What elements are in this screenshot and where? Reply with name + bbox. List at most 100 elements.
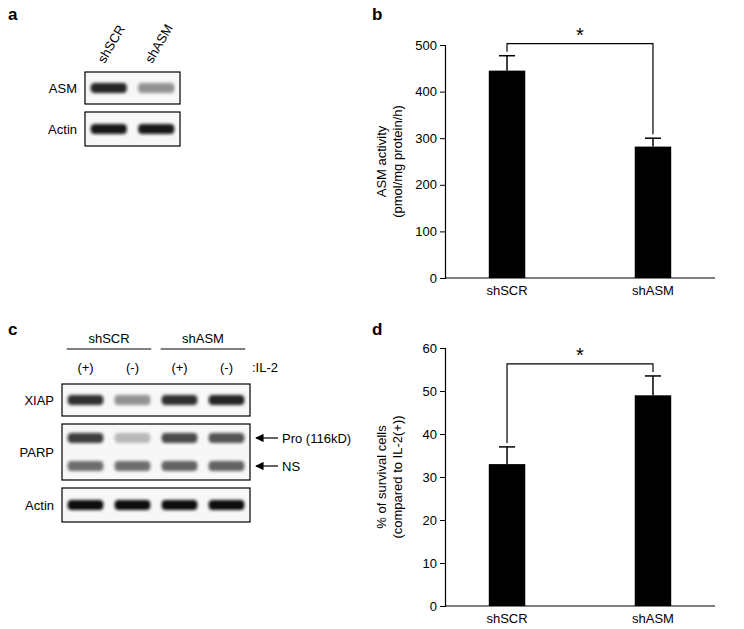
significance-bracket bbox=[507, 364, 653, 443]
y-tick-mark bbox=[440, 138, 445, 139]
y-tick: 0 bbox=[430, 599, 445, 614]
y-tick-label: 50 bbox=[423, 384, 437, 399]
lane-group-underline bbox=[161, 349, 246, 350]
band bbox=[138, 83, 174, 93]
x-tick: shSCR bbox=[486, 606, 527, 626]
y-tick: 20 bbox=[423, 513, 445, 528]
error-bar-stem bbox=[652, 376, 654, 395]
y-tick-mark bbox=[440, 185, 445, 186]
lane-group-label: shASM bbox=[182, 331, 224, 346]
blot-frame bbox=[62, 384, 250, 416]
blot-frame bbox=[85, 72, 180, 104]
row-label: ASM bbox=[49, 81, 77, 96]
significance-label: * bbox=[576, 24, 584, 46]
error-bar bbox=[499, 447, 515, 464]
y-tick-mark bbox=[440, 434, 445, 435]
x-tick: shASM bbox=[632, 278, 674, 298]
blot-frame bbox=[85, 112, 180, 146]
band bbox=[68, 461, 104, 471]
y-tick-label: 500 bbox=[415, 38, 437, 53]
blot-bands bbox=[68, 500, 245, 510]
y-tick-mark bbox=[440, 45, 445, 46]
y-tick: 0 bbox=[430, 271, 445, 286]
x-axis-line bbox=[445, 277, 715, 278]
band bbox=[115, 461, 151, 471]
error-bar-cap bbox=[645, 375, 661, 377]
lane-label: shSCR bbox=[94, 22, 128, 65]
y-axis: 0 100 200 300 400 500 bbox=[415, 38, 445, 286]
y-axis-title: ASM activity bbox=[374, 125, 389, 197]
bar bbox=[489, 464, 525, 606]
y-tick-label: 100 bbox=[415, 224, 437, 239]
y-tick: 30 bbox=[423, 470, 445, 485]
y-tick-mark bbox=[440, 520, 445, 521]
y-axis-title: (pmol/mg protein/h) bbox=[390, 105, 405, 218]
error-bar-cap bbox=[499, 55, 515, 57]
band bbox=[138, 124, 174, 134]
y-tick-label: 20 bbox=[423, 513, 437, 528]
band bbox=[68, 395, 104, 405]
x-tick-label: shSCR bbox=[486, 611, 527, 626]
y-tick-mark bbox=[440, 606, 445, 607]
y-tick-mark bbox=[440, 278, 445, 279]
x-tick: shASM bbox=[632, 606, 674, 626]
y-axis-title: (compared to IL-2(+)) bbox=[390, 415, 405, 538]
bar bbox=[635, 395, 671, 606]
y-axis-line bbox=[440, 349, 446, 607]
bar bbox=[489, 71, 525, 278]
lane-label: (-) bbox=[126, 360, 139, 375]
error-bar-cap bbox=[645, 137, 661, 139]
band-label: Pro (116kD) bbox=[282, 431, 351, 446]
y-axis-line bbox=[440, 46, 446, 279]
blot-frame bbox=[62, 488, 250, 522]
row-label: PARP bbox=[20, 445, 54, 460]
band bbox=[209, 461, 245, 471]
y-axis: 0 10 20 30 40 50 60 bbox=[423, 341, 446, 614]
significance-bracket bbox=[507, 44, 653, 134]
plot-area bbox=[489, 376, 671, 606]
panel-label: a bbox=[8, 5, 18, 24]
significance-label: * bbox=[576, 344, 584, 366]
x-axis-line bbox=[445, 605, 715, 606]
band bbox=[91, 83, 127, 93]
y-tick-mark bbox=[440, 391, 445, 392]
x-axis: shSCR shASM bbox=[445, 606, 715, 626]
band bbox=[68, 500, 104, 510]
blot-bands bbox=[91, 83, 175, 93]
band bbox=[115, 500, 151, 510]
band bbox=[209, 500, 245, 510]
blot-bands bbox=[91, 124, 175, 134]
y-tick: 40 bbox=[423, 427, 445, 442]
error-bar bbox=[645, 138, 661, 146]
y-tick: 400 bbox=[415, 84, 445, 99]
error-bar-stem bbox=[506, 56, 508, 71]
plot-area bbox=[489, 56, 671, 278]
lane-label: (+) bbox=[171, 360, 187, 375]
band bbox=[91, 124, 127, 134]
row-label: Actin bbox=[48, 122, 77, 137]
y-tick: 200 bbox=[415, 177, 445, 192]
y-tick: 500 bbox=[415, 38, 445, 53]
band bbox=[162, 461, 198, 471]
y-tick: 50 bbox=[423, 384, 445, 399]
y-tick: 100 bbox=[415, 224, 445, 239]
figure: ashSCRshASMASMActinb0100200300400500shSC… bbox=[0, 0, 744, 629]
y-tick: 10 bbox=[423, 556, 445, 571]
y-tick-label: 0 bbox=[430, 599, 437, 614]
lane-axis-label: :IL-2 bbox=[252, 360, 278, 375]
y-tick-mark bbox=[440, 563, 445, 564]
y-tick: 60 bbox=[423, 341, 445, 356]
y-tick-label: 300 bbox=[415, 131, 437, 146]
y-tick: 300 bbox=[415, 131, 445, 146]
lane-label: shASM bbox=[142, 22, 176, 66]
lane-label: (-) bbox=[220, 360, 233, 375]
blot-bands bbox=[68, 395, 245, 405]
y-tick-label: 40 bbox=[423, 427, 437, 442]
y-tick-mark bbox=[440, 348, 445, 349]
band-arrow bbox=[256, 437, 278, 438]
row-label: Actin bbox=[25, 498, 54, 513]
band bbox=[162, 500, 198, 510]
band bbox=[162, 395, 198, 405]
y-tick-label: 30 bbox=[423, 470, 437, 485]
lane-group-label: shSCR bbox=[88, 331, 129, 346]
